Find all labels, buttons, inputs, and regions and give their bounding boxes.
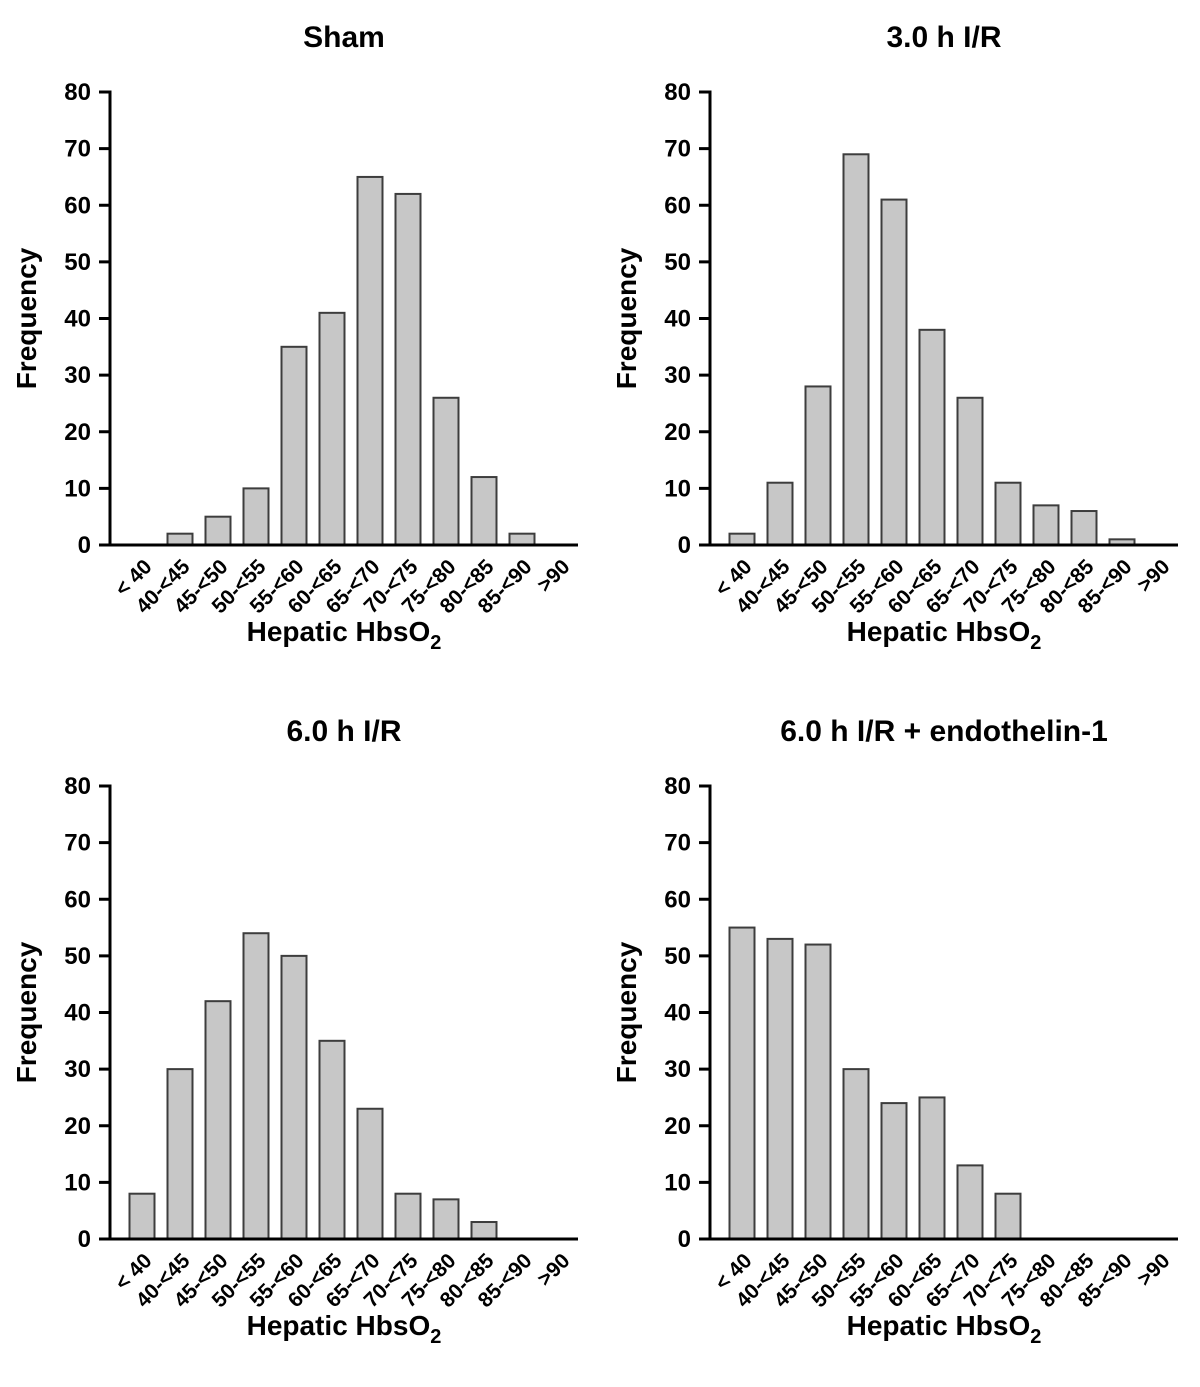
- y-tick-label: 60: [664, 886, 691, 913]
- y-tick-label: 30: [64, 362, 91, 389]
- bar-80-<85: [1070, 510, 1098, 546]
- y-tick-label: 30: [664, 1056, 691, 1083]
- bar-< 40: [728, 532, 756, 546]
- bar-65-<70: [956, 396, 984, 546]
- bar-55-<60: [280, 345, 308, 546]
- y-tick-label: 50: [664, 249, 691, 276]
- bar-45-<50: [804, 943, 832, 1241]
- bar-75-<80: [1032, 504, 1060, 546]
- bar-50-<55: [242, 487, 270, 546]
- bar-70-<75: [994, 481, 1022, 546]
- y-tick-label: 70: [64, 830, 91, 857]
- y-tick-label: 10: [64, 475, 91, 502]
- bar-40-<45: [166, 1068, 194, 1240]
- y-tick-label: 80: [64, 773, 91, 800]
- bar-55-<60: [280, 954, 308, 1240]
- bar-80-<85: [470, 476, 498, 546]
- y-tick-label: 50: [64, 943, 91, 970]
- x-tick-label: >90: [1133, 1249, 1174, 1290]
- y-axis-title: Frequency: [611, 247, 642, 389]
- bar-55-<60: [880, 1102, 908, 1240]
- panel-sham: Sham 0 10 20 30 40 50 60 70 80 < 40 40-<45 45-<50 50-…: [0, 0, 600, 694]
- y-tick-label: 20: [664, 1113, 691, 1140]
- bar-70-<75: [994, 1192, 1022, 1241]
- bar-40-<45: [766, 481, 794, 546]
- bar-45-<50: [204, 515, 232, 546]
- bar-65-<70: [356, 175, 384, 546]
- y-tick-label: 30: [64, 1056, 91, 1083]
- bar-75-<80: [432, 1198, 460, 1240]
- y-tick-label: 80: [664, 773, 691, 800]
- bar-70-<75: [394, 192, 422, 547]
- y-tick-label: 80: [664, 79, 691, 106]
- y-tick-label: 0: [78, 532, 91, 559]
- bar-50-<55: [242, 932, 270, 1240]
- y-tick-label: 60: [664, 192, 691, 219]
- y-tick-label: 0: [678, 532, 691, 559]
- y-tick-label: 20: [64, 419, 91, 446]
- bar-70-<75: [394, 1192, 422, 1241]
- bar-60-<65: [318, 1039, 346, 1240]
- chart-title: 6.0 h I/R + endothelin-1: [780, 715, 1108, 748]
- y-tick-label: 40: [664, 1000, 691, 1027]
- y-tick-label: 70: [64, 136, 91, 163]
- chart-title: 6.0 h I/R: [286, 715, 401, 748]
- panel-3h-ir: 3.0 h I/R 0 10 20 30 40 50 60 70 80 < 40 40-<45 45-<…: [600, 0, 1200, 694]
- x-axis-title: Hepatic HbsO2: [847, 616, 1042, 654]
- y-tick-label: 10: [664, 1169, 691, 1196]
- y-tick-label: 20: [64, 1113, 91, 1140]
- y-tick-label: 30: [664, 362, 691, 389]
- y-axis-title: Frequency: [611, 941, 642, 1083]
- x-axis-title: Hepatic HbsO2: [247, 1310, 442, 1348]
- y-tick-label: 20: [664, 419, 691, 446]
- y-tick-label: 10: [64, 1169, 91, 1196]
- y-tick-label: 10: [664, 475, 691, 502]
- panel-6h-ir-endothelin: 6.0 h I/R + endothelin-1 0 10 20 30 40 50 60 70 8…: [600, 694, 1200, 1387]
- bar-40-<45: [166, 532, 194, 546]
- y-tick-label: 70: [664, 136, 691, 163]
- bar-60-<65: [318, 311, 346, 546]
- bar-65-<70: [956, 1164, 984, 1241]
- y-tick-label: 50: [664, 943, 691, 970]
- bar-< 40: [728, 926, 756, 1240]
- y-tick-label: 0: [678, 1226, 691, 1253]
- bar-< 40: [128, 1192, 156, 1241]
- bar-85-<90: [508, 532, 536, 546]
- y-axis-title: Frequency: [11, 941, 42, 1083]
- chart-svg: 6.0 h I/R + endothelin-1 0 10 20 30 40 50 60 70 8…: [611, 715, 1178, 1348]
- x-tick-label: >90: [533, 555, 574, 596]
- chart-title: Sham: [303, 21, 385, 54]
- panel-6h-ir: 6.0 h I/R 0 10 20 30 40 50 60 70 80 < 40 40-<45 45-<…: [0, 694, 600, 1387]
- y-tick-label: 40: [64, 306, 91, 333]
- bar-75-<80: [432, 396, 460, 546]
- x-axis-title: Hepatic HbsO2: [847, 1310, 1042, 1348]
- y-tick-label: 50: [64, 249, 91, 276]
- bar-55-<60: [880, 198, 908, 546]
- y-tick-label: 80: [64, 79, 91, 106]
- y-axis-title: Frequency: [11, 247, 42, 389]
- y-tick-label: 70: [664, 830, 691, 857]
- bar-40-<45: [766, 937, 794, 1240]
- y-tick-label: 0: [78, 1226, 91, 1253]
- bar-45-<50: [804, 385, 832, 547]
- bar-60-<65: [918, 328, 946, 547]
- bar-80-<85: [470, 1221, 498, 1241]
- chart-title: 3.0 h I/R: [886, 21, 1001, 54]
- y-tick-label: 40: [664, 306, 691, 333]
- bar-45-<50: [204, 1000, 232, 1240]
- y-tick-label: 60: [64, 886, 91, 913]
- bar-60-<65: [918, 1096, 946, 1240]
- x-axis-title: Hepatic HbsO2: [247, 616, 442, 654]
- x-tick-label: >90: [533, 1249, 574, 1290]
- bar-65-<70: [356, 1107, 384, 1241]
- x-tick-label: >90: [1133, 555, 1174, 596]
- y-tick-label: 60: [64, 192, 91, 219]
- y-tick-label: 40: [64, 1000, 91, 1027]
- bar-50-<55: [842, 153, 870, 546]
- bar-50-<55: [842, 1068, 870, 1240]
